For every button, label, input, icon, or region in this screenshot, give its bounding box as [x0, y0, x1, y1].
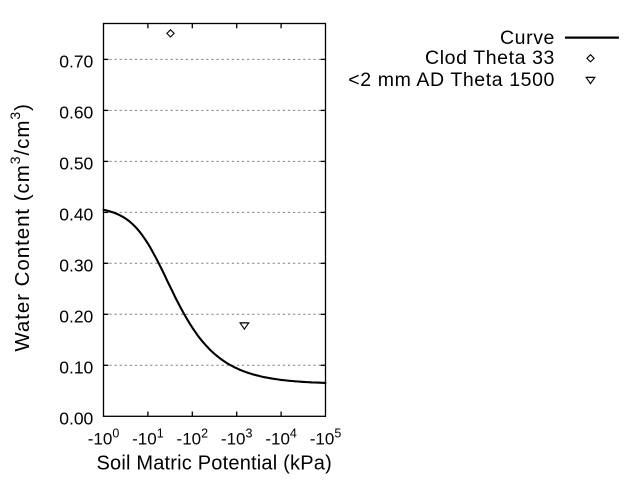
svg-text:-101: -101	[132, 427, 164, 449]
svg-text:Curve: Curve	[500, 27, 555, 49]
svg-text:-102: -102	[177, 427, 209, 449]
svg-text:0.60: 0.60	[59, 102, 93, 122]
svg-text:Soil Matric Potential (kPa): Soil Matric Potential (kPa)	[96, 453, 331, 475]
svg-text:0.10: 0.10	[59, 357, 93, 377]
svg-text:0.30: 0.30	[59, 255, 93, 275]
svg-text:0.20: 0.20	[59, 306, 93, 326]
svg-text:0.70: 0.70	[59, 51, 93, 71]
svg-text:0.00: 0.00	[59, 408, 93, 428]
svg-text:Clod Theta 33: Clod Theta 33	[425, 47, 555, 69]
svg-text:0.50: 0.50	[59, 153, 93, 173]
svg-text:-105: -105	[310, 427, 342, 449]
svg-text:-104: -104	[265, 427, 297, 449]
svg-text:-100: -100	[88, 427, 120, 449]
svg-text:Water Content (cm3/cm3): Water Content (cm3/cm3)	[7, 103, 34, 352]
svg-text:-103: -103	[221, 427, 253, 449]
svg-text:<2 mm AD Theta 1500: <2 mm AD Theta 1500	[348, 69, 555, 91]
svg-text:0.40: 0.40	[59, 204, 93, 224]
